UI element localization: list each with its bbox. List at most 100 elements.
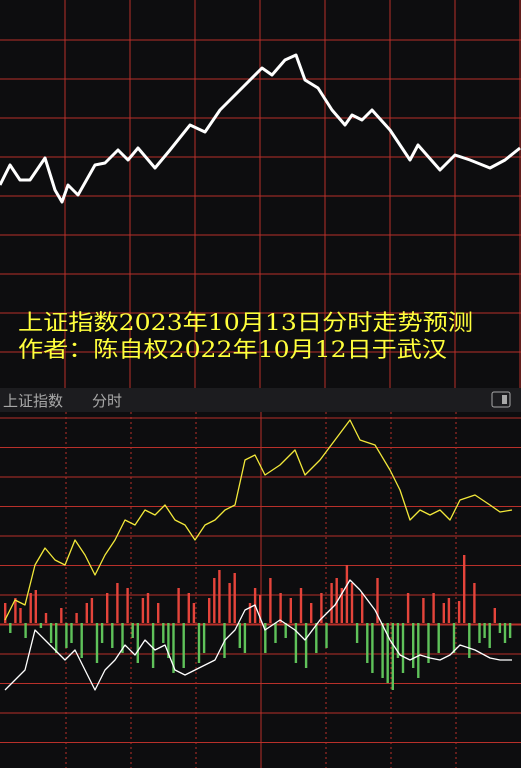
bar bbox=[146, 593, 150, 623]
bar bbox=[406, 593, 410, 623]
bar bbox=[345, 565, 349, 623]
bar bbox=[299, 588, 303, 623]
bar bbox=[182, 623, 185, 668]
bar bbox=[80, 623, 83, 658]
bar bbox=[157, 603, 160, 623]
bar bbox=[289, 598, 292, 623]
annotation: 作者：陈自权2022年10月12日于武汉 bbox=[18, 338, 447, 363]
bar bbox=[192, 603, 196, 623]
bar bbox=[320, 593, 323, 623]
bar bbox=[19, 608, 22, 623]
bar bbox=[111, 623, 114, 648]
bar bbox=[264, 623, 267, 653]
bar bbox=[401, 623, 405, 673]
bar bbox=[350, 583, 354, 623]
bar bbox=[396, 623, 400, 658]
bar bbox=[70, 623, 73, 643]
toggle-icon-fill bbox=[502, 395, 507, 404]
bar bbox=[427, 623, 430, 663]
bar bbox=[355, 623, 359, 643]
bar bbox=[508, 623, 512, 638]
bar bbox=[228, 583, 231, 623]
bar bbox=[376, 578, 379, 623]
bar bbox=[498, 623, 502, 633]
bar bbox=[412, 623, 415, 668]
bar bbox=[121, 623, 124, 653]
panel-header bbox=[0, 388, 521, 412]
bar bbox=[391, 623, 394, 690]
bar bbox=[49, 623, 53, 643]
bar bbox=[24, 623, 27, 638]
bar bbox=[197, 623, 201, 663]
bar bbox=[34, 590, 37, 623]
bar bbox=[208, 598, 211, 623]
bar bbox=[468, 623, 471, 658]
bar bbox=[106, 593, 109, 623]
bar bbox=[14, 598, 17, 623]
line bbox=[0, 53, 521, 204]
bar bbox=[131, 623, 134, 638]
bar bbox=[274, 623, 277, 643]
bar bbox=[417, 623, 420, 678]
bar bbox=[177, 588, 180, 623]
bar bbox=[202, 623, 206, 653]
bar bbox=[463, 555, 466, 623]
bar bbox=[330, 583, 333, 623]
bar bbox=[100, 623, 104, 643]
bar bbox=[381, 623, 384, 678]
bar bbox=[371, 623, 374, 673]
bar bbox=[162, 623, 165, 643]
bar bbox=[483, 623, 486, 638]
bar bbox=[437, 623, 440, 653]
bar bbox=[75, 613, 78, 623]
bar bbox=[473, 583, 476, 623]
panel-subtitle: 分时 bbox=[92, 392, 122, 410]
bar bbox=[60, 608, 63, 623]
bar bbox=[44, 613, 48, 623]
line bbox=[4, 419, 513, 621]
bar bbox=[442, 603, 445, 623]
line bbox=[4, 579, 512, 691]
bar bbox=[172, 623, 175, 673]
bar bbox=[233, 573, 236, 623]
bar bbox=[213, 578, 216, 623]
bar bbox=[457, 601, 461, 623]
bar bbox=[218, 570, 221, 623]
bar bbox=[269, 578, 272, 623]
bar bbox=[90, 598, 94, 623]
bar bbox=[335, 578, 338, 623]
bar bbox=[315, 623, 318, 653]
bar bbox=[187, 593, 190, 623]
bar bbox=[151, 623, 155, 668]
bar bbox=[452, 623, 456, 653]
bar bbox=[55, 623, 58, 653]
bar bbox=[304, 623, 308, 668]
bar bbox=[432, 593, 435, 623]
bar bbox=[4, 603, 7, 623]
toggle-icon[interactable] bbox=[491, 391, 511, 408]
bar bbox=[340, 588, 343, 623]
bar bbox=[447, 598, 451, 623]
panel-title: 上证指数 bbox=[3, 392, 63, 410]
bar bbox=[126, 588, 129, 623]
bar bbox=[366, 623, 369, 663]
bar bbox=[488, 623, 491, 648]
bar bbox=[238, 623, 241, 648]
bar bbox=[294, 623, 298, 663]
bar bbox=[386, 623, 389, 683]
bar bbox=[478, 623, 481, 643]
bar bbox=[325, 623, 328, 648]
bar bbox=[167, 623, 170, 658]
bar bbox=[284, 623, 287, 638]
bar bbox=[259, 595, 262, 623]
bar bbox=[136, 623, 139, 663]
bar bbox=[9, 623, 12, 633]
bar bbox=[39, 623, 43, 628]
bar bbox=[279, 593, 282, 623]
bar bbox=[95, 623, 99, 663]
annotation: 上证指数2023年10月13日分时走势预测 bbox=[18, 311, 473, 336]
bar bbox=[85, 603, 88, 623]
bar bbox=[503, 623, 507, 643]
